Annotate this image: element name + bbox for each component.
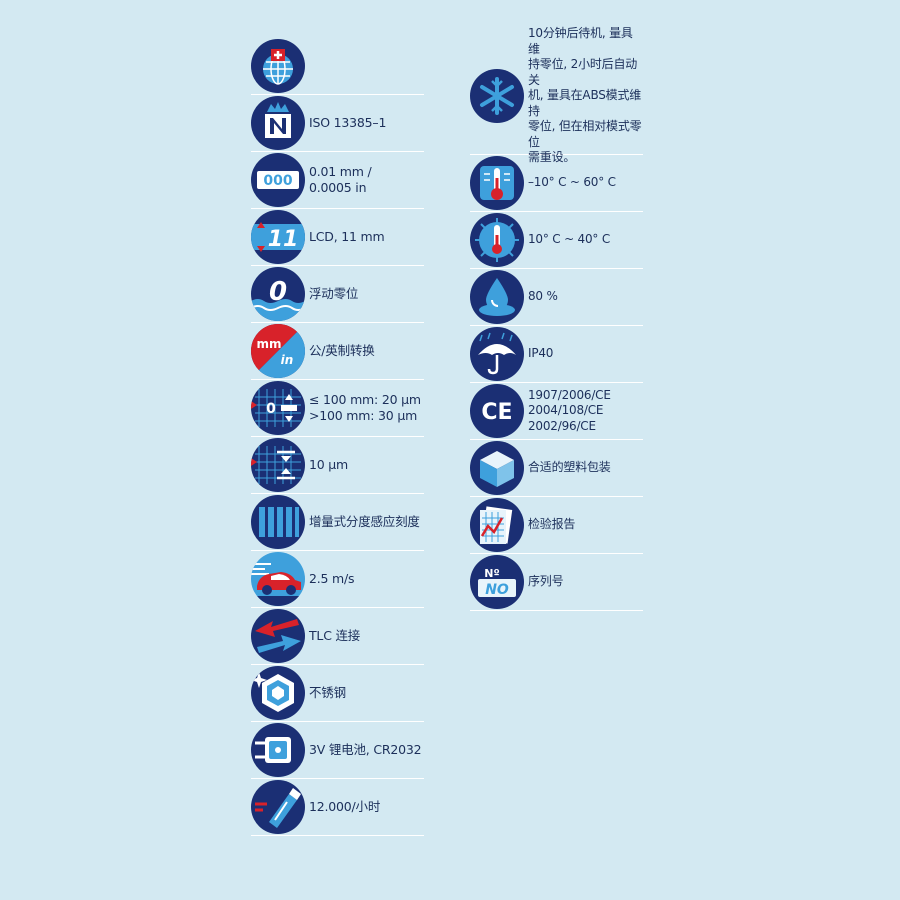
feature-label: 合适的塑料包装 — [528, 460, 611, 475]
feature-row-plastic-case: 合适的塑料包装 — [470, 440, 643, 497]
feature-row-humidity: 80 % — [470, 269, 643, 326]
feature-label: 1907/2006/CE 2004/108/CE 2002/96/CE — [528, 387, 611, 433]
feature-label: 10分钟后待机, 量具维 持零位, 2小时后自动关 机, 量具在ABS模式维持 … — [528, 26, 642, 165]
feature-row-iso-norm: ISO 13385–1 — [251, 95, 424, 152]
feature-row-floating-zero: 0 浮动零位 — [251, 266, 424, 323]
right-feature-column: 10分钟后待机, 量具维 持零位, 2小时后自动关 机, 量具在ABS模式维持 … — [470, 26, 643, 611]
repeatability-icon — [251, 438, 305, 492]
feature-label: 0.01 mm / 0.0005 in — [309, 164, 372, 195]
feature-label: 10 µm — [309, 457, 349, 472]
incremental-scale-icon — [251, 495, 305, 549]
feature-row-error-limit: 0 ≤ 100 mm: 20 µm >100 mm: 30 µm — [251, 380, 424, 437]
feature-row-unit-conversion: mm in 公/英制转换 — [251, 323, 424, 380]
digital-resolution-icon: 000 — [251, 153, 305, 207]
stainless-steel-icon — [251, 666, 305, 720]
mm-in-conversion-icon: mm in — [251, 324, 305, 378]
serial-no2-glyph: NO — [485, 582, 509, 598]
feature-label: 80 % — [528, 289, 558, 304]
feature-label: IP40 — [528, 346, 554, 361]
ce-mark-icon: CE — [470, 384, 524, 438]
lcd-digits-glyph: 000 — [263, 173, 292, 189]
serial-number-icon: Nº NO — [470, 555, 524, 609]
feature-label: 3V 锂电池, CR2032 — [309, 742, 422, 757]
data-transfer-icon — [251, 609, 305, 663]
swiss-globe-icon — [251, 39, 305, 93]
battery-life-icon — [251, 780, 305, 834]
feature-label: TLC 连接 — [309, 628, 361, 643]
feature-row-stainless-steel: 不锈钢 — [251, 665, 424, 722]
ce-glyph: CE — [481, 400, 512, 425]
mm-glyph: mm — [256, 337, 281, 351]
feature-row-resolution: 000 0.01 mm / 0.0005 in — [251, 152, 424, 209]
lcd-height-glyph: 11 — [268, 227, 299, 252]
lcd-digit-height-icon: 11 — [251, 210, 305, 264]
feature-row-auto-off: 10分钟后待机, 量具维 持零位, 2小时后自动关 机, 量具在ABS模式维持 … — [470, 26, 643, 164]
feature-row-inspection-report: 检验报告 — [470, 497, 643, 554]
in-glyph: in — [281, 353, 294, 367]
feature-row-battery-life: 12.000/小时 — [251, 779, 424, 836]
plastic-case-icon — [470, 441, 524, 495]
operating-temperature-icon — [470, 213, 524, 267]
storage-temperature-icon — [470, 156, 524, 210]
feature-label: ISO 13385–1 — [309, 115, 387, 130]
humidity-drop-icon — [470, 270, 524, 324]
feature-label: 公/英制转换 — [309, 343, 375, 358]
left-feature-column: ISO 13385–1 000 0.01 mm / 0.0005 in 11 L… — [251, 38, 424, 836]
feature-row-ip-rating: IP40 — [470, 326, 643, 383]
ip-rating-umbrella-icon — [470, 327, 524, 381]
feature-label: 序列号 — [528, 574, 564, 589]
feature-row-storage-temp: –10° C ~ 60° C — [470, 155, 643, 212]
feature-label: 增量式分度感应刻度 — [309, 514, 420, 529]
battery-icon — [251, 723, 305, 777]
feature-label: 2.5 m/s — [309, 571, 355, 586]
norm-crown-icon — [251, 96, 305, 150]
feature-row-repeatability: 10 µm — [251, 437, 424, 494]
feature-row-operating-temp: 10° C ~ 40° C — [470, 212, 643, 269]
zero-glyph: 0 — [269, 277, 287, 307]
floating-zero-icon: 0 — [251, 267, 305, 321]
feature-row-data-transfer: TLC 连接 — [251, 608, 424, 665]
error-limit-icon: 0 — [251, 381, 305, 435]
feature-row-serial-number: Nº NO 序列号 — [470, 554, 643, 611]
speed-car-icon — [251, 552, 305, 606]
feature-row-incremental-scale: 增量式分度感应刻度 — [251, 494, 424, 551]
feature-label: 浮动零位 — [309, 286, 359, 301]
feature-label: 不锈钢 — [309, 685, 346, 700]
feature-row-swiss-made — [251, 38, 424, 95]
feature-label: –10° C ~ 60° C — [528, 175, 616, 190]
feature-row-lcd: 11 LCD, 11 mm — [251, 209, 424, 266]
feature-label: 10° C ~ 40° C — [528, 232, 611, 247]
serial-no-glyph: Nº — [484, 567, 499, 580]
feature-row-ce-conformity: CE 1907/2006/CE 2004/108/CE 2002/96/CE — [470, 383, 643, 440]
feature-row-speed: 2.5 m/s — [251, 551, 424, 608]
feature-row-battery: 3V 锂电池, CR2032 — [251, 722, 424, 779]
feature-label: ≤ 100 mm: 20 µm >100 mm: 30 µm — [309, 392, 421, 423]
auto-off-snowflake-icon — [470, 69, 524, 123]
inspection-report-icon — [470, 498, 524, 552]
feature-label: LCD, 11 mm — [309, 229, 385, 244]
error-zero-glyph: 0 — [266, 401, 276, 417]
feature-label: 检验报告 — [528, 517, 576, 532]
feature-label: 12.000/小时 — [309, 799, 381, 814]
